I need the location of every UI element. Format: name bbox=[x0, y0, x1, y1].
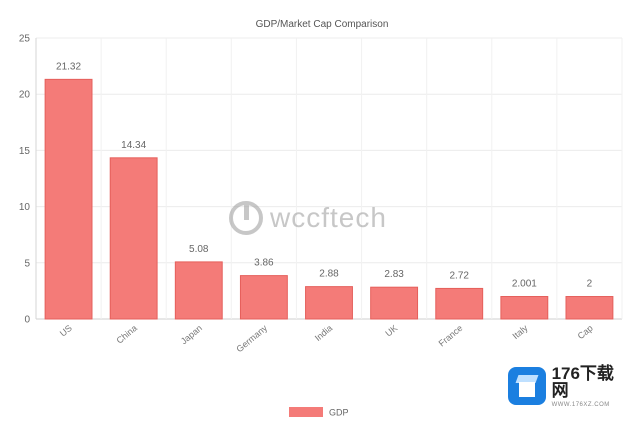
y-tick-label: 0 bbox=[24, 315, 30, 326]
site-badge[interactable]: 176下载网 WWW.176XZ.COM bbox=[508, 365, 630, 408]
bar-value-label: 5.08 bbox=[189, 244, 209, 255]
wccftech-logo-icon bbox=[229, 201, 263, 235]
bar-value-label: 2 bbox=[587, 279, 593, 290]
badge-url: WWW.176XZ.COM bbox=[551, 401, 610, 408]
bar[interactable] bbox=[239, 275, 288, 320]
legend-label: GDP bbox=[329, 408, 349, 418]
bar[interactable] bbox=[305, 286, 353, 320]
badge-name: 176下载网 bbox=[551, 363, 614, 400]
x-tick-label: US bbox=[58, 323, 74, 339]
badge-texts: 176下载网 WWW.176XZ.COM bbox=[552, 365, 630, 408]
bar[interactable] bbox=[109, 157, 158, 320]
x-tick-label: UK bbox=[383, 323, 399, 339]
bar[interactable] bbox=[435, 287, 484, 320]
watermark-text: wccftech bbox=[270, 202, 387, 233]
x-tick-label: Cap bbox=[576, 323, 595, 341]
bar-value-label: 2.72 bbox=[449, 270, 469, 281]
x-tick-label: India bbox=[313, 323, 334, 343]
x-tick-label: Japan bbox=[179, 323, 204, 346]
y-tick-label: 10 bbox=[19, 202, 31, 213]
watermark: wccftech bbox=[228, 198, 387, 238]
chart-title: GDP/Market Cap Comparison bbox=[256, 19, 389, 30]
x-tick-label: Germany bbox=[234, 323, 269, 355]
bar-value-label: 2.88 bbox=[319, 269, 339, 280]
bar-value-label: 14.34 bbox=[121, 140, 146, 151]
bar-value-label: 21.32 bbox=[56, 61, 81, 72]
y-tick-label: 25 bbox=[19, 34, 31, 45]
axes: 0 5 10 15 20 25 bbox=[19, 34, 37, 326]
value-labels: 21.32 14.34 5.08 3.86 2.88 2.83 2.72 2.001 2 bbox=[56, 61, 593, 289]
bar[interactable] bbox=[174, 261, 223, 320]
bar-value-label: 2.83 bbox=[384, 269, 404, 280]
x-tick-label: Italy bbox=[511, 323, 530, 342]
y-tick-label: 20 bbox=[19, 90, 31, 101]
legend[interactable]: GDP bbox=[289, 407, 349, 418]
x-tick-label: France bbox=[437, 323, 465, 349]
bar[interactable] bbox=[44, 78, 93, 320]
bar-value-label: 3.86 bbox=[254, 258, 274, 269]
bar[interactable] bbox=[370, 286, 419, 320]
bar[interactable] bbox=[565, 296, 614, 320]
bar-value-label: 2.001 bbox=[512, 279, 537, 290]
x-tick-label: China bbox=[115, 323, 139, 346]
bar[interactable] bbox=[500, 296, 549, 320]
category-labels: US China Japan Germany India UK France Italy Cap bbox=[58, 323, 595, 355]
bars bbox=[44, 78, 614, 320]
y-tick-label: 5 bbox=[24, 258, 30, 269]
y-tick-label: 15 bbox=[19, 146, 31, 157]
cube-logo-icon bbox=[508, 367, 546, 405]
legend-swatch bbox=[289, 407, 323, 417]
